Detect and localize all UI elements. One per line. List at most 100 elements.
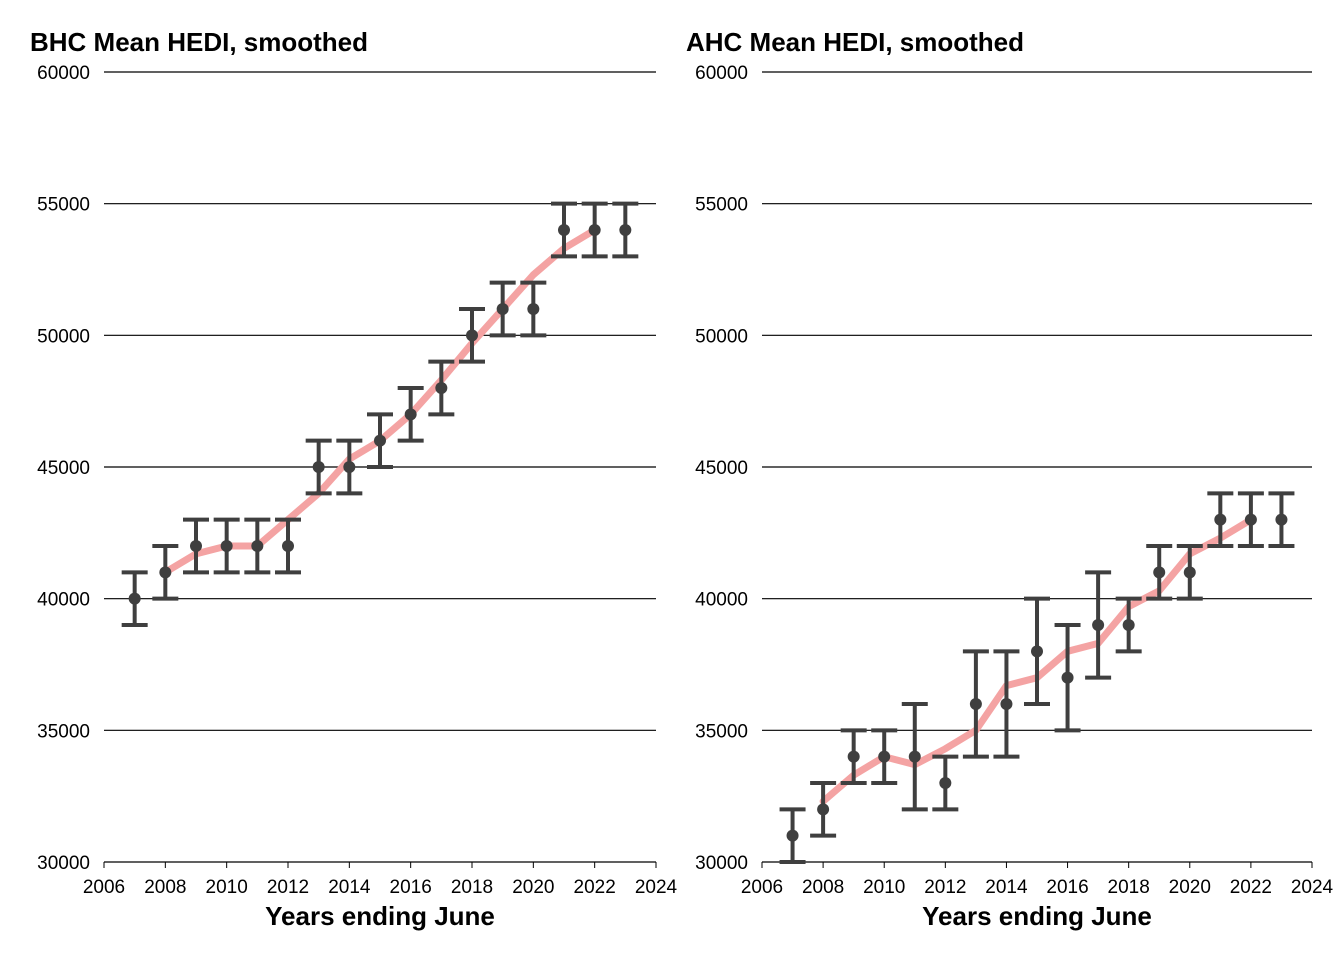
ahc-data-point (871, 728, 898, 785)
ahc-x-tick-label: 2018 (1108, 877, 1150, 898)
ahc-data-point (1237, 491, 1264, 548)
bhc-x-tick-label: 2006 (83, 877, 125, 898)
ahc-data-point (1146, 544, 1173, 601)
ahc-gridlines (762, 71, 1312, 863)
bhc-data-point (305, 438, 332, 496)
ahc-y-tick-label: 40000 (695, 590, 748, 611)
bhc-point-marker (588, 224, 601, 236)
bhc-data-point (489, 280, 516, 338)
ahc-data-point (901, 702, 928, 812)
ahc-point-marker (1214, 513, 1227, 526)
bhc-data-point (551, 201, 577, 259)
ahc-data-point (840, 728, 867, 785)
ahc-y-tick-label: 30000 (695, 853, 748, 874)
bhc-point-marker (435, 382, 448, 394)
ahc-point-marker (908, 750, 921, 763)
ahc-x-tick-label: 2006 (741, 877, 783, 898)
ahc-panel: AHC Mean HEDI, smoothed 30000 35000 40000 4… (686, 27, 1334, 931)
ahc-data-point (1268, 491, 1295, 548)
ahc-y-tick-label: 35000 (695, 721, 748, 742)
bhc-data-point (612, 201, 639, 259)
bhc-x-tick-label: 2018 (451, 877, 493, 898)
bhc-point-marker (527, 303, 540, 315)
ahc-point-marker (969, 698, 982, 710)
bhc-y-tick-label: 35000 (37, 721, 90, 742)
bhc-data-point (152, 544, 179, 601)
bhc-data-point (244, 517, 271, 575)
ahc-point-marker (1244, 513, 1257, 526)
bhc-point-marker (619, 224, 632, 236)
ahc-x-tick-label: 2024 (1291, 877, 1334, 898)
ahc-point-marker (1183, 566, 1196, 579)
bhc-x-tick-label: 2020 (512, 877, 554, 898)
bhc-point-marker (251, 540, 264, 552)
bhc-y-tick-label: 30000 (37, 853, 90, 874)
ahc-data-point (810, 781, 837, 838)
bhc-point-marker (282, 540, 294, 552)
ahc-data-point (1085, 570, 1112, 680)
ahc-y-tick-label: 60000 (695, 63, 748, 84)
ahc-data-point (993, 649, 1020, 759)
ahc-point-marker (847, 750, 860, 763)
ahc-y-tick-label: 55000 (695, 195, 748, 216)
bhc-data-point (367, 412, 393, 469)
bhc-x-tick-label: 2014 (328, 877, 371, 898)
ahc-x-axis: 2006 2008 2010 2012 2014 2016 2018 2020 2022 2024 (741, 861, 1334, 898)
ahc-data-point (1024, 596, 1050, 706)
bhc-data-point (459, 307, 485, 364)
ahc-x-tick-label: 2020 (1169, 877, 1211, 898)
bhc-y-tick-label: 60000 (37, 63, 90, 84)
bhc-gridlines (104, 71, 656, 863)
bhc-x-tick-label: 2012 (267, 877, 309, 898)
ahc-point-marker (1000, 698, 1013, 710)
bhc-panel: BHC Mean HEDI, smoothed 30000 35000 40000 4… (30, 27, 678, 931)
ahc-x-tick-label: 2016 (1046, 877, 1088, 898)
bhc-point-marker (128, 592, 141, 605)
bhc-data-point (397, 386, 424, 443)
ahc-x-axis-label: Years ending June (922, 901, 1152, 931)
bhc-data-point (121, 570, 148, 627)
ahc-data-point (1115, 596, 1142, 654)
ahc-point-marker (1275, 513, 1288, 526)
ahc-point-marker (939, 777, 952, 789)
ahc-x-tick-label: 2010 (863, 877, 905, 898)
ahc-points (779, 491, 1295, 864)
bhc-point-marker (404, 408, 417, 421)
bhc-point-marker (159, 566, 172, 579)
ahc-x-tick-label: 2008 (802, 877, 844, 898)
ahc-point-marker (1092, 619, 1105, 631)
bhc-x-axis-label: Years ending June (265, 901, 495, 931)
ahc-point-marker (817, 803, 830, 816)
bhc-point-marker (558, 224, 570, 236)
ahc-data-point (962, 649, 989, 759)
bhc-x-axis: 2006 2008 2010 2012 2014 2016 2018 2020 2022 2024 (83, 861, 678, 898)
bhc-point-marker (190, 540, 202, 552)
bhc-point-marker (343, 461, 356, 473)
bhc-data-point (520, 280, 547, 338)
bhc-points (121, 201, 639, 627)
ahc-x-tick-label: 2014 (985, 877, 1028, 898)
bhc-point-marker (220, 540, 233, 552)
bhc-y-tick-labels: 30000 35000 40000 45000 50000 55000 60000 (37, 63, 90, 874)
bhc-data-point (581, 201, 608, 259)
bhc-chart-title: BHC Mean HEDI, smoothed (30, 27, 368, 57)
ahc-point-marker (878, 750, 891, 763)
bhc-point-marker (466, 329, 478, 342)
bhc-point-marker (374, 434, 386, 447)
ahc-y-tick-label: 45000 (695, 458, 748, 479)
bhc-y-tick-label: 55000 (37, 195, 90, 216)
bhc-data-point (428, 359, 455, 417)
bhc-x-tick-label: 2008 (144, 877, 186, 898)
ahc-x-tick-label: 2012 (924, 877, 966, 898)
ahc-x-tick-label: 2022 (1230, 877, 1272, 898)
ahc-data-point (1207, 491, 1234, 548)
bhc-y-tick-label: 50000 (37, 326, 90, 347)
ahc-chart-title: AHC Mean HEDI, smoothed (686, 27, 1024, 57)
ahc-point-marker (786, 829, 799, 842)
bhc-point-marker (312, 461, 325, 473)
bhc-data-point (183, 517, 209, 575)
bhc-x-tick-label: 2024 (635, 877, 678, 898)
ahc-point-marker (1122, 619, 1135, 631)
bhc-data-point (213, 517, 240, 575)
